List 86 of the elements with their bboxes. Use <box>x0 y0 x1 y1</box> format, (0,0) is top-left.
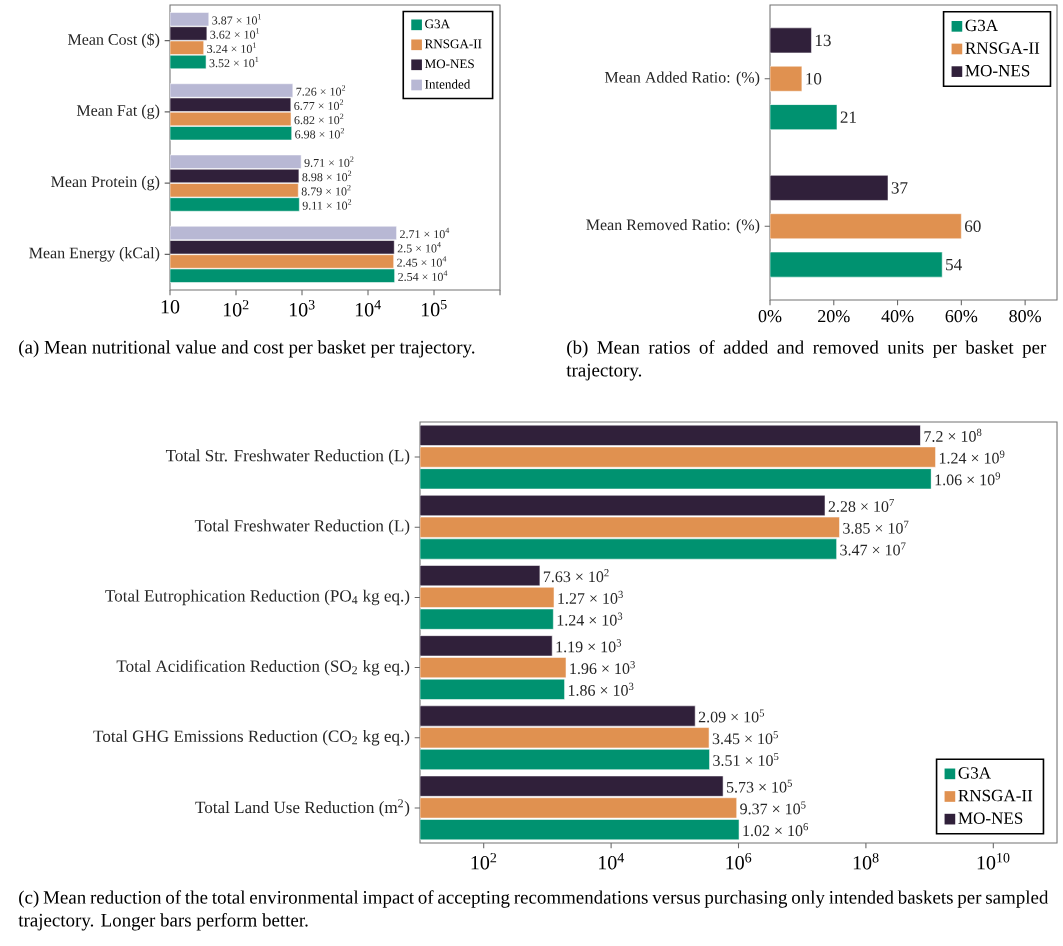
y-tick-label: Total GHG Emissions Reduction (CO$_{2}$ kg eq.) <box>93 729 410 746</box>
data-label: 8.79 × 10$^{2}$ <box>301 184 351 196</box>
data-label: 10 <box>806 72 822 85</box>
data-label: 2.09 × 10$^{5}$ <box>698 709 765 723</box>
legend-label: G3A <box>965 19 998 32</box>
data-label: 2.71 × 10$^{4}$ <box>400 227 450 239</box>
bar <box>770 27 812 54</box>
data-label: 37 <box>891 182 908 194</box>
x-tick-label: 80% <box>1009 310 1042 323</box>
x-tick-label: 10 <box>161 300 180 314</box>
data-label: 1.86 × 10$^{3}$ <box>568 682 634 696</box>
data-label: 1.27 × 10$^{3}$ <box>558 590 623 604</box>
data-label: 7.26 × 10$^{2}$ <box>296 85 346 96</box>
y-tick-label: Mean Protein (g) <box>51 175 160 191</box>
legend-label: RNSGA-II <box>424 39 482 49</box>
data-label: 13 <box>815 34 831 47</box>
data-label: 6.82 × 10$^{2}$ <box>294 113 344 125</box>
bar <box>770 213 962 240</box>
x-tick-label: 10$^{5}$ <box>421 300 447 317</box>
x-tick-label: 10$^{4}$ <box>355 300 381 317</box>
data-label: 3.85 × 10$^{7}$ <box>843 520 909 534</box>
data-label: 1.06 × 10$^{9}$ <box>935 472 1001 486</box>
x-tick-label: 10$^{4}$ <box>599 853 625 870</box>
data-label: 3.87 × 10$^{1}$ <box>212 13 261 25</box>
bar <box>770 251 943 278</box>
bar <box>770 104 838 130</box>
data-label: 2.45 × 10$^{4}$ <box>397 256 447 267</box>
text: (b) Mean ratios of added and removed units per basket per trajectory. <box>566 340 1047 381</box>
x-tick-label: 10$^{8}$ <box>853 853 879 870</box>
data-label: 1.24 × 10$^{3}$ <box>557 612 623 626</box>
data-label: 21 <box>840 111 856 123</box>
data-label: 1.19 × 10$^{3}$ <box>556 639 622 653</box>
data-label: 3.24 × 10$^{1}$ <box>207 42 256 54</box>
data-label: 3.45 × 10$^{5}$ <box>712 731 778 745</box>
x-tick-label: 10$^{6}$ <box>726 853 752 870</box>
data-label: 60 <box>965 220 981 232</box>
data-label: 9.11 × 10$^{2}$ <box>302 199 352 210</box>
data-label: 3.47 × 10$^{7}$ <box>840 542 906 556</box>
y-tick-label: Mean Cost ($) <box>67 33 160 49</box>
data-label: 1.02 × 10$^{6}$ <box>743 823 809 837</box>
data-label: 7.2 × 10$^{8}$ <box>924 428 982 442</box>
data-label: 5.73 × 10$^{5}$ <box>726 779 792 793</box>
bar <box>770 65 803 92</box>
data-label: 3.51 × 10$^{5}$ <box>713 752 779 767</box>
data-label: 2.5 × 10$^{4}$ <box>397 241 441 253</box>
data-label: 9.71 × 10$^{2}$ <box>304 156 354 168</box>
x-tick-label: 0% <box>758 310 782 323</box>
data-label: 8.98 × 10$^{2}$ <box>302 170 352 182</box>
legend-label: MO-NES <box>424 59 474 69</box>
data-label: 6.98 × 10$^{2}$ <box>295 127 344 139</box>
legend-label: MO-NES <box>965 64 1030 77</box>
text: (a) Mean nutritional value and cost per basket per trajectory. <box>19 340 475 358</box>
y-tick-label: Mean Fat (g) <box>76 104 160 120</box>
data-label: 3.62 × 10$^{1}$ <box>210 28 260 39</box>
data-label: 1.24 × 10$^{9}$ <box>939 450 1005 464</box>
y-tick-label: Total Str. Freshwater Reduction (L) <box>165 449 410 465</box>
data-label: 2.54 × 10$^{4}$ <box>398 270 448 282</box>
y-tick-label: Mean Energy (kCal) <box>29 247 160 262</box>
x-tick-label: 40% <box>881 310 914 323</box>
x-tick-label: 10$^{2}$ <box>223 300 249 317</box>
legend-label: MO-NES <box>958 812 1023 824</box>
legend-label: RNSGA-II <box>958 789 1033 802</box>
text: (c) Mean reduction of the total environmental impact of accepting recommendations versus purchasing only intended baskets per sampled trajectory. Longer bars perform better. <box>18 890 1049 931</box>
legend-label: Intended <box>425 79 471 89</box>
data-label: 1.96 × 10$^{3}$ <box>570 661 635 675</box>
y-tick-label: Mean Removed Ratio: (%) <box>586 218 760 234</box>
x-tick-label: 20% <box>818 310 850 323</box>
x-tick-label: 60% <box>945 310 978 323</box>
x-tick-label: 10$^{2}$ <box>471 853 497 870</box>
data-label: 9.37 × 10$^{5}$ <box>740 801 806 815</box>
y-tick-label: Total Acidification Reduction (SO$_{2}$ kg eq.) <box>116 659 410 676</box>
bar <box>770 175 889 201</box>
y-tick-label: Total Eutrophication Reduction (PO$_{4}$ kg eq.) <box>105 589 410 606</box>
data-label: 7.63 × 10$^{2}$ <box>543 569 609 583</box>
x-tick-label: 10$^{3}$ <box>289 300 315 317</box>
y-tick-label: Total Land Use Reduction (m$^{2}$) <box>195 799 410 817</box>
legend-label: G3A <box>958 767 991 779</box>
data-label: 6.77 × 10$^{2}$ <box>294 99 344 111</box>
x-tick-label: 10$^{10}$ <box>977 853 1010 870</box>
data-label: 54 <box>946 258 962 271</box>
y-tick-label: Mean Added Ratio: (%) <box>604 71 760 86</box>
data-label: 3.52 × 10$^{1}$ <box>209 56 259 68</box>
legend-label: G3A <box>425 19 450 29</box>
data-label: 2.28 × 10$^{7}$ <box>828 498 894 513</box>
legend-label: RNSGA-II <box>965 42 1040 54</box>
y-tick-label: Total Freshwater Reduction (L) <box>194 519 410 535</box>
